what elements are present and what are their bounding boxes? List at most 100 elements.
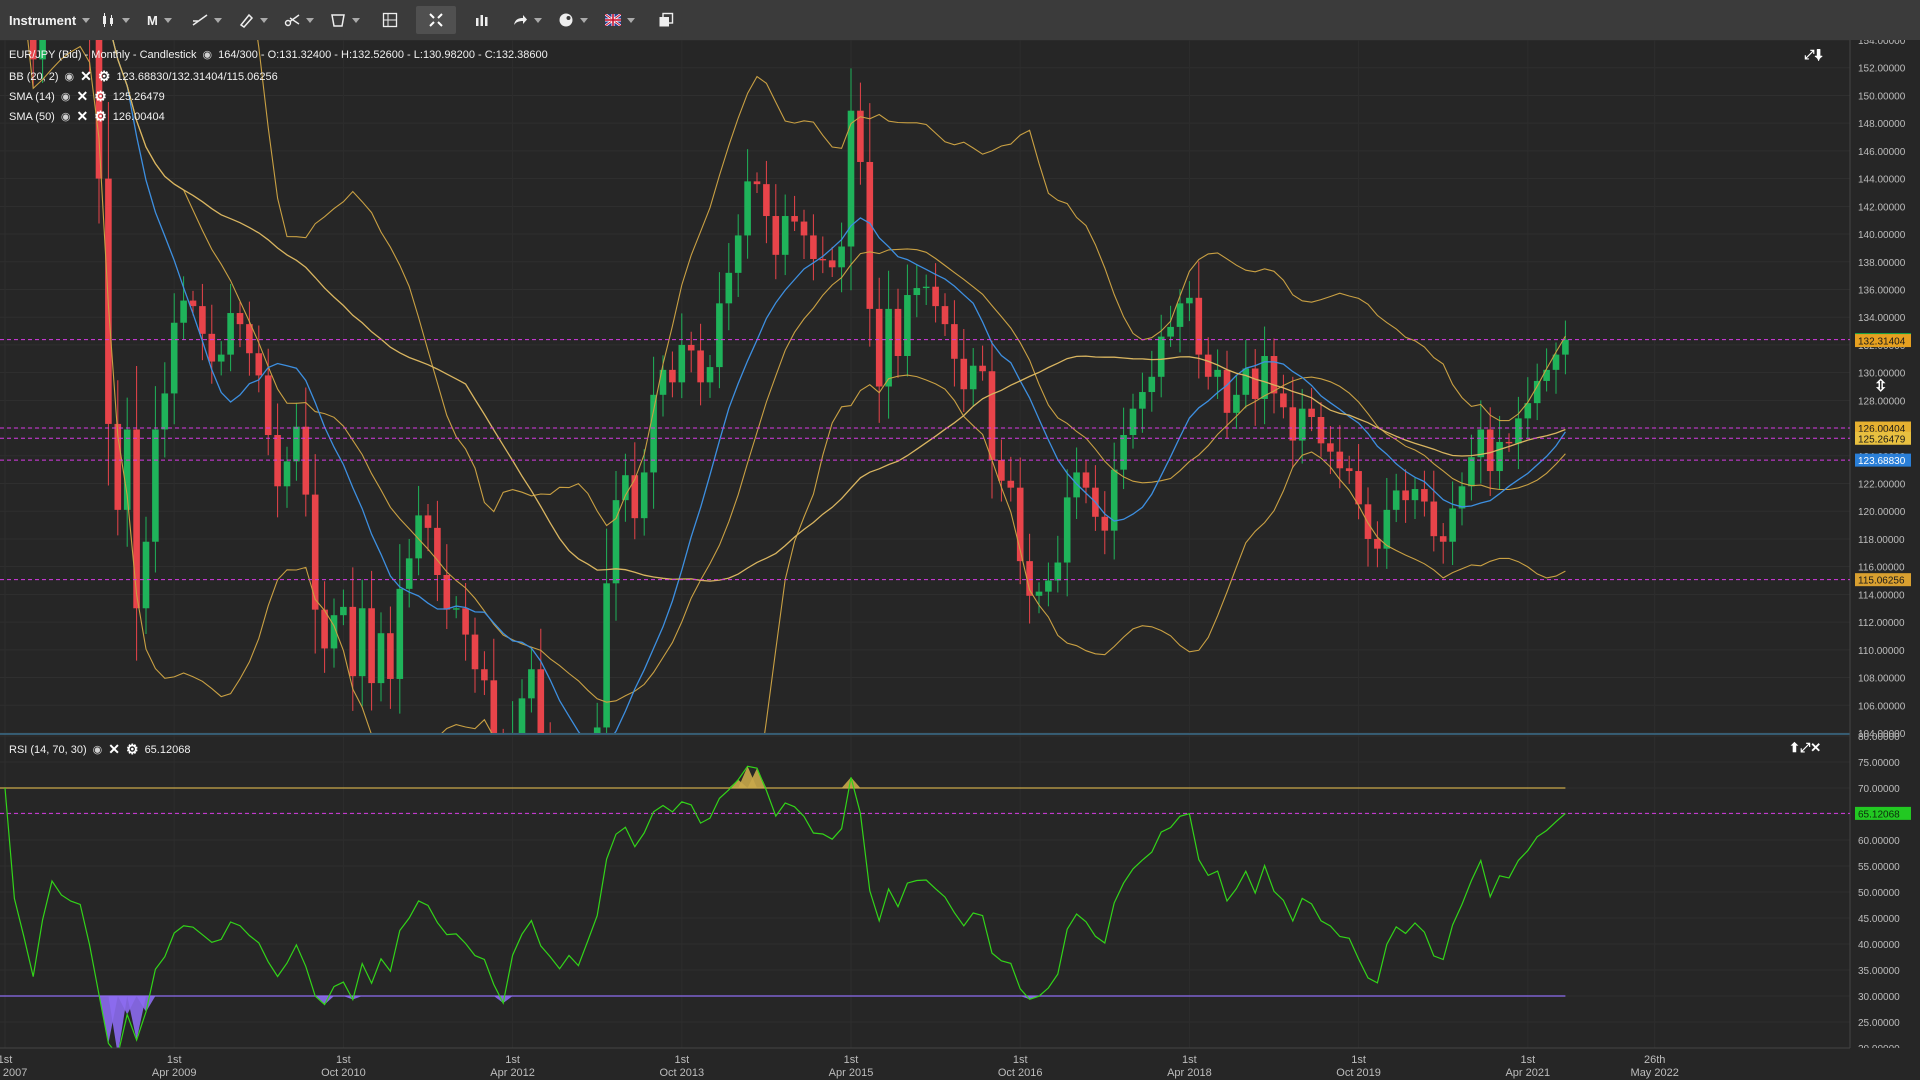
- candle-body[interactable]: [1524, 403, 1532, 419]
- candle-body[interactable]: [1298, 408, 1306, 441]
- candle-body[interactable]: [593, 727, 601, 778]
- candle-body[interactable]: [988, 371, 996, 460]
- candle-body[interactable]: [706, 367, 714, 383]
- candle-body[interactable]: [29, 40, 37, 60]
- fullscreen-button[interactable]: [416, 6, 456, 34]
- candle-body[interactable]: [1430, 501, 1438, 537]
- close-icon[interactable]: ✕: [76, 108, 89, 124]
- candle-body[interactable]: [161, 393, 169, 430]
- candle-body[interactable]: [1054, 562, 1062, 581]
- candle-body[interactable]: [857, 110, 864, 162]
- candle-body[interactable]: [838, 246, 845, 268]
- candle-body[interactable]: [810, 235, 817, 259]
- candle-body[interactable]: [960, 358, 968, 390]
- candle-body[interactable]: [1157, 336, 1165, 377]
- candle-body[interactable]: [932, 286, 939, 307]
- candle-body[interactable]: [1223, 369, 1231, 413]
- candle-body[interactable]: [659, 369, 667, 395]
- candle-body[interactable]: [1421, 489, 1428, 502]
- candle-body[interactable]: [1496, 441, 1503, 472]
- candle-body[interactable]: [913, 288, 921, 296]
- candle-body[interactable]: [1392, 490, 1400, 510]
- candle-body[interactable]: [1477, 429, 1485, 458]
- trend-line-button[interactable]: [192, 6, 222, 34]
- candle-body[interactable]: [1562, 339, 1569, 355]
- chart-area[interactable]: 154.00000 152.00000 150.00000 148.00000 146.…: [0, 40, 1920, 1080]
- candle-body[interactable]: [1204, 354, 1212, 377]
- candle-body[interactable]: [1176, 303, 1184, 327]
- candle-body[interactable]: [1251, 368, 1259, 399]
- indicators-button[interactable]: [474, 6, 490, 34]
- gear-icon[interactable]: ⚙: [94, 88, 107, 104]
- candle-body[interactable]: [1468, 457, 1475, 487]
- candle-body[interactable]: [979, 365, 986, 372]
- candle-body[interactable]: [415, 515, 422, 559]
- scissors-tool-button[interactable]: [284, 6, 314, 34]
- candle-body[interactable]: [800, 221, 808, 236]
- candle-body[interactable]: [368, 608, 375, 684]
- eye-icon[interactable]: ◉: [202, 49, 213, 61]
- candle-body[interactable]: [434, 527, 441, 575]
- candle-body[interactable]: [1035, 591, 1043, 596]
- candle-body[interactable]: [1308, 408, 1315, 417]
- candle-body[interactable]: [170, 322, 178, 394]
- candle-body[interactable]: [340, 606, 347, 616]
- eye-icon[interactable]: ◉: [60, 91, 71, 103]
- candle-body[interactable]: [1195, 297, 1203, 355]
- candle-body[interactable]: [227, 313, 234, 355]
- candle-body[interactable]: [1233, 394, 1240, 413]
- candle-body[interactable]: [293, 426, 300, 462]
- candle-body[interactable]: [133, 429, 140, 609]
- candle-body[interactable]: [1289, 407, 1297, 441]
- candle-body[interactable]: [1026, 561, 1033, 596]
- candle-body[interactable]: [462, 608, 469, 635]
- candle-body[interactable]: [725, 272, 733, 304]
- candle-body[interactable]: [528, 669, 535, 699]
- candle-body[interactable]: [875, 308, 883, 387]
- candle-body[interactable]: [678, 344, 686, 383]
- candle-body[interactable]: [114, 423, 122, 510]
- candle-body[interactable]: [1045, 580, 1052, 592]
- candle-body[interactable]: [603, 583, 610, 728]
- candle-body[interactable]: [885, 308, 892, 387]
- theme-button[interactable]: [558, 6, 588, 34]
- candle-body[interactable]: [1364, 504, 1372, 539]
- candle-body[interactable]: [828, 260, 836, 268]
- instrument-dropdown[interactable]: Instrument: [9, 6, 91, 34]
- candle-body[interactable]: [152, 429, 159, 542]
- candle-body[interactable]: [791, 216, 798, 222]
- candle-body[interactable]: [847, 110, 855, 247]
- candle-body[interactable]: [1148, 376, 1156, 393]
- candle-body[interactable]: [208, 333, 216, 362]
- candle-body[interactable]: [669, 369, 676, 383]
- candle-body[interactable]: [1543, 369, 1550, 381]
- candle-body[interactable]: [894, 308, 902, 357]
- candle-body[interactable]: [405, 558, 413, 589]
- candle-body[interactable]: [904, 295, 911, 357]
- candle-body[interactable]: [650, 394, 657, 473]
- candle-body[interactable]: [302, 426, 310, 495]
- rsi-pane-controls[interactable]: ⬆⤢✕: [1789, 740, 1822, 755]
- candle-body[interactable]: [1552, 354, 1560, 370]
- language-button[interactable]: [605, 6, 635, 34]
- candle-body[interactable]: [1533, 380, 1541, 404]
- candle-body[interactable]: [697, 350, 704, 383]
- candle-body[interactable]: [236, 313, 244, 325]
- shape-tool-button[interactable]: [330, 6, 360, 34]
- candle-body[interactable]: [1402, 490, 1409, 501]
- share-button[interactable]: [512, 6, 542, 34]
- candle-body[interactable]: [1242, 368, 1250, 395]
- candle-body[interactable]: [1073, 472, 1080, 498]
- candle-body[interactable]: [734, 235, 742, 273]
- candle-body[interactable]: [1082, 472, 1090, 488]
- candle-body[interactable]: [452, 608, 460, 610]
- candle-body[interactable]: [612, 500, 620, 584]
- eye-icon[interactable]: ◉: [64, 71, 75, 83]
- candle-body[interactable]: [1129, 408, 1137, 436]
- candle-body[interactable]: [199, 306, 206, 334]
- candle-body[interactable]: [1280, 393, 1287, 408]
- candle-body[interactable]: [1007, 480, 1015, 488]
- candle-body[interactable]: [763, 184, 770, 217]
- candle-body[interactable]: [1383, 509, 1391, 549]
